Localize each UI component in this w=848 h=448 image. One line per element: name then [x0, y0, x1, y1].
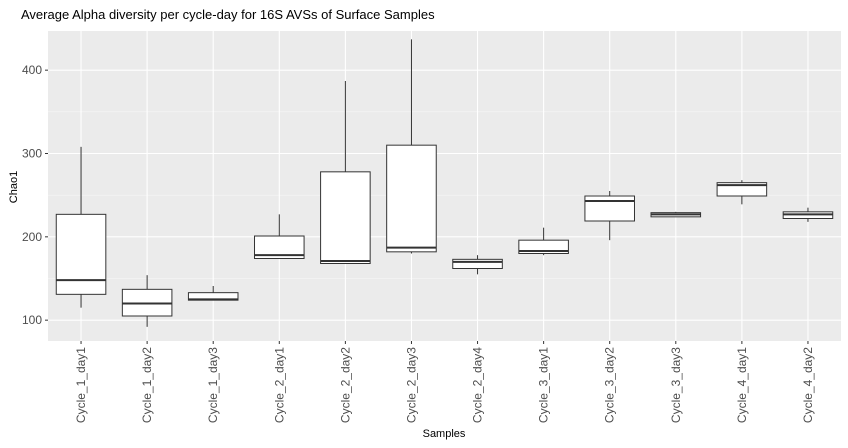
y-tick-label: 300	[22, 147, 42, 161]
x-tick-label: Cycle_2_day2	[338, 347, 352, 423]
boxplot-Cycle_1_day1	[55, 146, 107, 308]
x-tick-label: Cycle_1_day2	[140, 347, 154, 423]
boxplot-Cycle_2_day4	[452, 255, 503, 275]
boxplot-Cycle_3_day1	[518, 227, 569, 256]
iqr-box	[254, 235, 305, 259]
x-tick-label: Cycle_1_day3	[206, 347, 220, 423]
x-tick-label: Cycle_4_day1	[735, 347, 749, 423]
boxplot-Cycle_1_day3	[187, 286, 239, 301]
boxplot-Cycle_3_day2	[584, 191, 635, 241]
x-axis-title: Samples	[422, 428, 466, 440]
boxplot-Cycle_1_day2	[121, 275, 173, 327]
x-tick-label: Cycle_3_day3	[669, 347, 683, 423]
x-tick-label: Cycle_3_day1	[537, 347, 551, 423]
boxplot-Cycle_4_day2	[782, 207, 834, 222]
y-tick-label: 200	[22, 230, 42, 244]
y-tick-label: 100	[22, 313, 42, 327]
boxplot-Cycle_2_day3	[386, 39, 437, 254]
y-tick-label: 400	[22, 63, 42, 77]
iqr-box	[320, 171, 371, 264]
panel-background	[48, 31, 841, 341]
iqr-box	[584, 195, 635, 222]
iqr-box	[386, 144, 437, 253]
chart-title: Average Alpha diversity per cycle-day fo…	[21, 7, 435, 22]
x-tick-label: Cycle_4_day2	[801, 347, 815, 423]
iqr-box	[55, 213, 107, 295]
boxplot-Cycle_2_day2	[320, 81, 371, 264]
boxplot-Cycle_2_day1	[254, 214, 305, 259]
x-tick-label: Cycle_2_day1	[272, 347, 286, 423]
iqr-box	[452, 258, 503, 270]
boxplot-Cycle_3_day3	[650, 211, 702, 218]
x-tick-label: Cycle_2_day4	[471, 347, 485, 423]
x-tick-label: Cycle_1_day1	[74, 347, 88, 423]
x-tick-label: Cycle_2_day3	[404, 347, 418, 423]
x-tick-label: Cycle_3_day2	[603, 347, 617, 423]
boxplot-Cycle_4_day1	[716, 180, 768, 205]
